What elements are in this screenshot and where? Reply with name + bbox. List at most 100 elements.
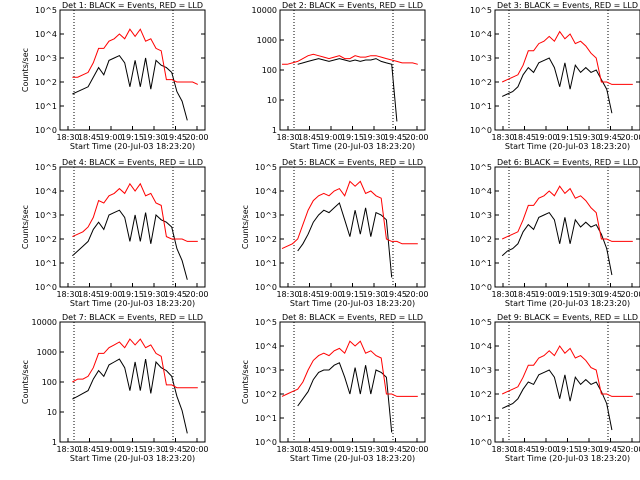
panel-title: Det 7: BLACK = Events, RED = LLD	[62, 313, 203, 322]
lld-series-line	[501, 185, 633, 242]
x-tick-label: 19:00	[319, 445, 342, 454]
x-tick-label: 20:00	[405, 133, 428, 142]
x-tick-label: 18:45	[513, 133, 536, 142]
x-tick-label: 19:15	[556, 445, 579, 454]
x-tick-label: 19:00	[534, 290, 557, 299]
x-tick-label: 18:30	[56, 133, 79, 142]
x-tick-label: 19:30	[142, 290, 165, 299]
plot-frame	[59, 321, 206, 443]
plot-frame	[494, 166, 640, 288]
x-tick-label: 19:00	[534, 133, 557, 142]
y-tick-label: 10^5	[35, 163, 57, 172]
y-tick-label: 10^3	[35, 54, 57, 63]
x-tick-label: 18:45	[513, 290, 536, 299]
lld-series-line	[281, 180, 418, 250]
x-tick-label: 19:15	[121, 445, 144, 454]
x-axis-label: Start Time (20-Jul-03 18:23:20)	[505, 454, 630, 463]
y-tick-label: 10^0	[255, 438, 277, 447]
panel-title: Det 9: BLACK = Events, RED = LLD	[497, 313, 638, 322]
x-tick-label: 20:00	[620, 445, 640, 454]
x-tick-label: 19:15	[341, 445, 364, 454]
x-tick-label: 19:15	[556, 133, 579, 142]
panel-title: Det 2: BLACK = Events, RED = LLD	[282, 1, 423, 10]
panel-title: Det 5: BLACK = Events, RED = LLD	[282, 158, 423, 167]
x-axis-label: Start Time (20-Jul-03 18:23:20)	[70, 142, 195, 151]
x-axis-label: Start Time (20-Jul-03 18:23:20)	[505, 299, 630, 308]
y-tick-label: 1000	[37, 348, 57, 357]
y-tick-label: 10^0	[255, 283, 277, 292]
x-tick-label: 19:30	[362, 445, 385, 454]
x-tick-label: 19:45	[599, 445, 622, 454]
y-tick-label: 10^3	[470, 54, 492, 63]
x-tick-label: 19:15	[121, 133, 144, 142]
x-axis-label: Start Time (20-Jul-03 18:23:20)	[70, 299, 195, 308]
y-tick-label: 1000	[257, 36, 277, 45]
y-tick-label: 10^1	[255, 259, 277, 268]
panel-title: Det 6: BLACK = Events, RED = LLD	[497, 158, 638, 167]
x-axis-label: Start Time (20-Jul-03 18:23:20)	[290, 142, 415, 151]
y-tick-label: 10^4	[35, 30, 57, 39]
lld-series-line	[501, 30, 633, 85]
x-tick-label: 19:45	[164, 290, 187, 299]
x-tick-label: 19:30	[577, 290, 600, 299]
detector-panel-3: Det 3: BLACK = Events, RED = LLD 10^0 10^1…	[470, 1, 640, 151]
y-tick-label: 10000	[252, 6, 277, 15]
y-tick-label: 10^5	[35, 6, 57, 15]
x-tick-label: 19:00	[99, 290, 122, 299]
y-tick-label: 1	[52, 438, 57, 447]
x-tick-label: 20:00	[185, 133, 208, 142]
x-tick-label: 20:00	[620, 290, 640, 299]
x-tick-label: 19:45	[599, 133, 622, 142]
x-tick-label: 18:30	[56, 445, 79, 454]
y-tick-label: 10^4	[470, 187, 492, 196]
lld-series-line	[282, 53, 418, 65]
y-tick-label: 10^2	[470, 235, 492, 244]
y-tick-label: 100	[42, 378, 57, 387]
y-tick-label: 10^2	[255, 390, 277, 399]
x-axis-label: Start Time (20-Jul-03 18:23:20)	[290, 299, 415, 308]
lld-series-line	[72, 28, 199, 85]
events-series-line	[501, 369, 613, 431]
y-tick-label: 10^2	[35, 235, 57, 244]
y-tick-label: 10	[47, 408, 57, 417]
y-tick-label: 10^0	[470, 283, 492, 292]
plot-frame	[279, 9, 426, 131]
y-tick-label: 10^4	[470, 30, 492, 39]
y-tick-label: 10^5	[470, 163, 492, 172]
y-tick-label: 10^5	[255, 318, 277, 327]
events-series-line	[501, 211, 613, 276]
x-tick-label: 18:45	[298, 133, 321, 142]
x-tick-label: 19:45	[164, 133, 187, 142]
y-tick-label: 10^0	[470, 438, 492, 447]
x-tick-label: 19:15	[341, 290, 364, 299]
events-series-line	[297, 58, 398, 122]
y-tick-label: 10^0	[35, 126, 57, 135]
x-tick-label: 20:00	[405, 290, 428, 299]
y-tick-label: 10^5	[470, 318, 492, 327]
x-tick-label: 19:30	[142, 133, 165, 142]
detector-panel-6: Det 6: BLACK = Events, RED = LLD 10^0 10^1…	[470, 158, 640, 308]
detector-panel-4: Det 4: BLACK = Events, RED = LLD 10^0 10^1…	[21, 158, 209, 308]
y-tick-label: 10^5	[470, 6, 492, 15]
x-tick-label: 18:30	[276, 133, 299, 142]
x-tick-label: 18:45	[78, 445, 101, 454]
x-axis-label: Start Time (20-Jul-03 18:23:20)	[505, 142, 630, 151]
y-axis-label: Counts/sec	[241, 360, 250, 404]
y-axis-label: Counts/sec	[21, 48, 30, 92]
x-tick-label: 19:00	[99, 133, 122, 142]
plot-frame	[494, 9, 640, 131]
x-tick-label: 19:30	[362, 133, 385, 142]
x-tick-label: 18:30	[491, 133, 514, 142]
lld-series-line	[501, 345, 633, 397]
events-series-line	[72, 358, 188, 434]
plot-frame	[59, 9, 206, 131]
y-axis-label: Counts/sec	[241, 205, 250, 249]
detector-panel-8: Det 8: BLACK = Events, RED = LLD 10^0 10^1…	[241, 313, 429, 463]
y-tick-label: 10^2	[470, 390, 492, 399]
y-tick-label: 10^4	[35, 187, 57, 196]
x-tick-label: 19:45	[384, 445, 407, 454]
y-tick-label: 10^2	[35, 78, 57, 87]
panel-title: Det 1: BLACK = Events, RED = LLD	[62, 1, 203, 10]
y-tick-label: 100	[262, 66, 277, 75]
x-tick-label: 19:00	[319, 290, 342, 299]
